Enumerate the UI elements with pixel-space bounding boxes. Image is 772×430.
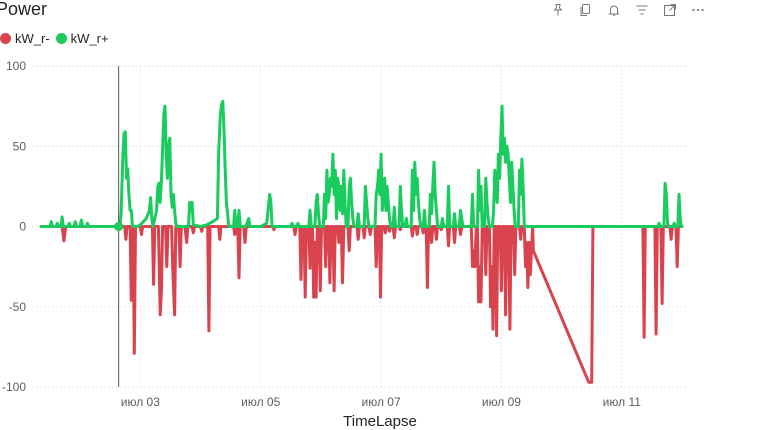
x-tick-label: июл 05 (241, 395, 280, 409)
x-tick-label: июл 07 (362, 395, 401, 409)
x-tick-label: июл 03 (121, 395, 160, 409)
bell-icon[interactable] (604, 2, 624, 18)
legend-label-kw-r-minus: kW_r- (15, 31, 50, 46)
legend-marker-kw-r-plus (55, 33, 67, 44)
legend-item-kw-r-minus[interactable]: kW_r- (0, 31, 50, 46)
x-tick-label: июл 09 (482, 395, 521, 409)
legend-label-kw-r-plus: kW_r+ (70, 31, 109, 46)
chart-title: Power (0, 0, 48, 19)
more-options-icon[interactable] (688, 2, 708, 18)
series-line-kw-r-plus (39, 99, 684, 228)
visual-header-toolbar (548, 2, 708, 18)
pin-icon[interactable] (548, 2, 568, 18)
y-tick-label: 100 (6, 59, 26, 73)
hover-marker-kw-r-plus (114, 222, 124, 231)
copy-icon[interactable] (576, 2, 596, 18)
y-tick-label: -50 (9, 300, 27, 314)
filter-icon[interactable] (632, 2, 652, 18)
legend-item-kw-r-plus[interactable]: kW_r+ (55, 31, 109, 46)
legend-marker-kw-r-minus (0, 33, 11, 44)
y-tick-label: 50 (13, 139, 27, 153)
focus-mode-icon[interactable] (660, 2, 680, 18)
y-tick-label: -100 (2, 380, 26, 394)
x-tick-label: июл 11 (603, 395, 642, 409)
series-line-kw-r-minus (39, 225, 684, 384)
x-axis-title: TimeLapse (343, 413, 417, 430)
chart-legend: kW_r- kW_r+ (0, 31, 111, 46)
y-tick-label: 0 (19, 220, 26, 234)
